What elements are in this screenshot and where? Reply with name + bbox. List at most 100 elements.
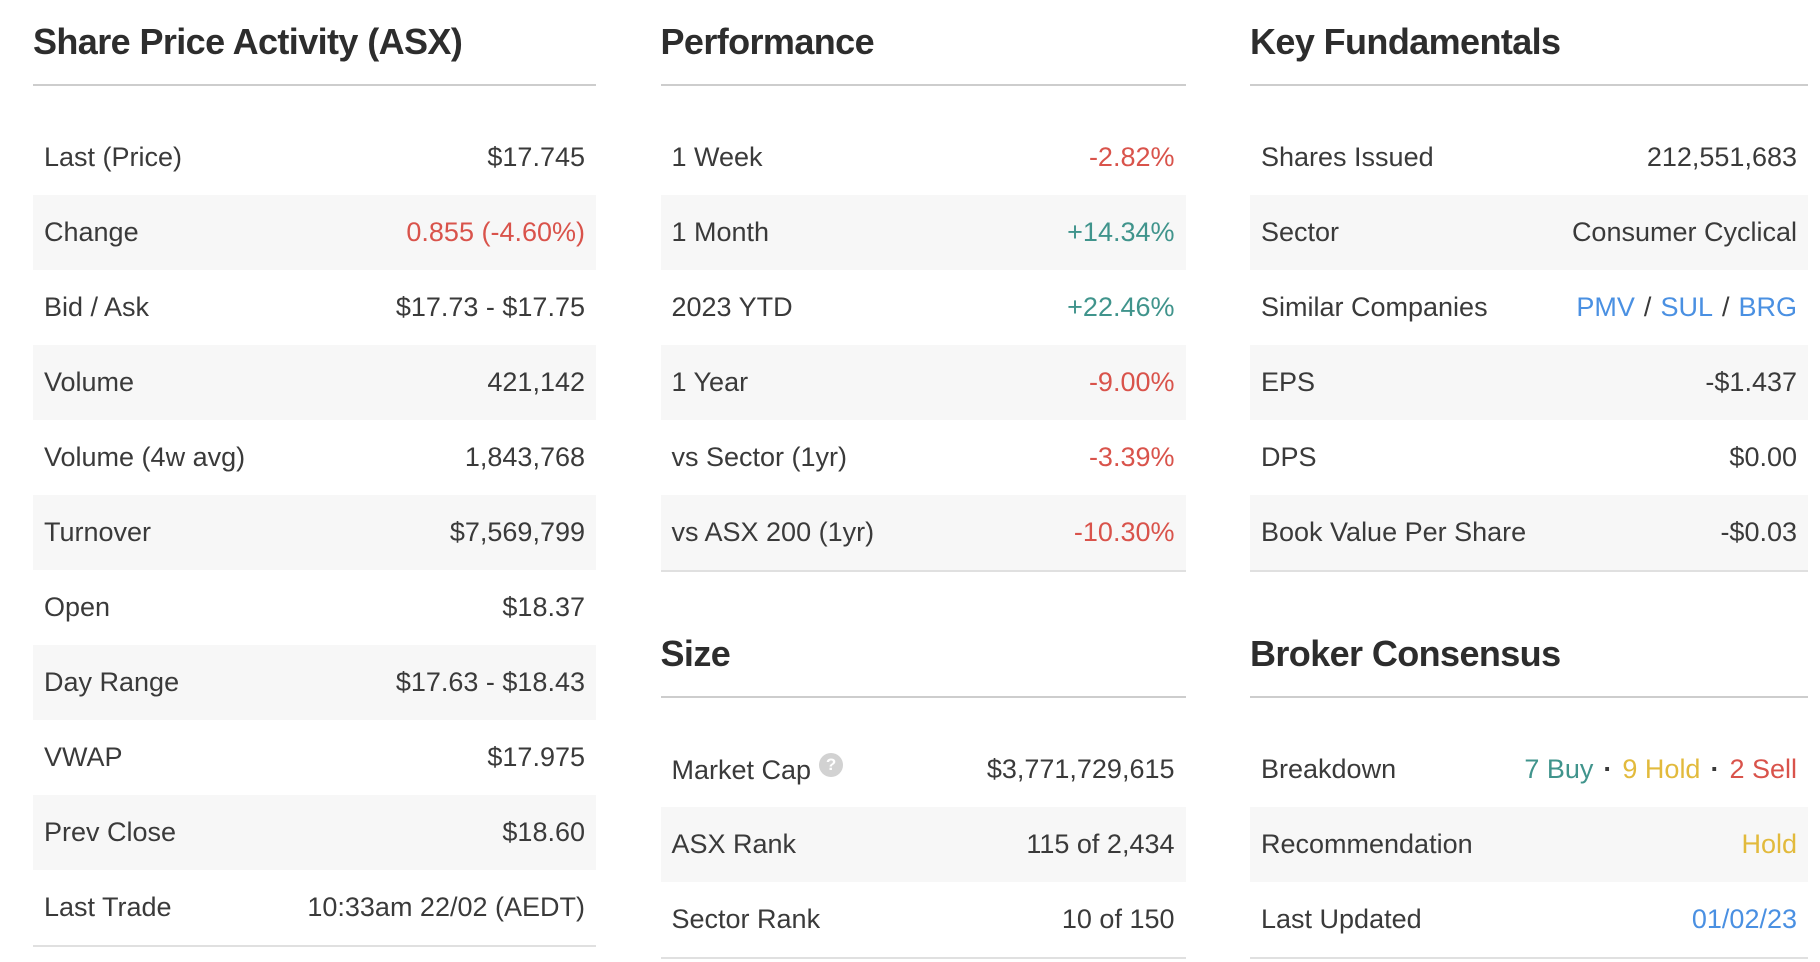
row-label: Similar Companies xyxy=(1261,292,1488,322)
divider xyxy=(660,696,1186,698)
row-label: Sector Rank xyxy=(671,904,821,934)
size-table: Market Cap? $3,771,729,615 ASX Rank 115 … xyxy=(660,732,1186,959)
table-row: Bid / Ask $17.73 - $17.75 xyxy=(33,270,596,345)
table-row: 1 Month +14.34% xyxy=(660,195,1186,270)
help-icon[interactable]: ? xyxy=(819,753,844,777)
row-label: Open xyxy=(44,592,111,622)
share-price-activity-table: Last (Price) $17.745 Change 0.855 (-4.60… xyxy=(33,120,596,947)
key-fundamentals-table: Shares Issued 212,551,683 Sector Consume… xyxy=(1250,120,1808,572)
row-label: Last Updated xyxy=(1261,904,1422,934)
table-row: EPS -$1.437 xyxy=(1250,345,1808,420)
similar-companies-value: PMV / SUL / BRG xyxy=(1576,292,1797,323)
share-price-activity-title: Share Price Activity (ASX) xyxy=(33,21,463,62)
table-row: Prev Close $18.60 xyxy=(33,795,596,870)
table-row: Last Trade 10:33am 22/02 (AEDT) xyxy=(33,870,596,945)
breakdown-sell: 2 Sell xyxy=(1729,754,1797,784)
table-row: ASX Rank 115 of 2,434 xyxy=(660,807,1186,882)
row-value: -2.82% xyxy=(1088,142,1175,172)
divider xyxy=(1250,84,1808,86)
performance-table: 1 Week -2.82% 1 Month +14.34% 2023 YTD +… xyxy=(660,120,1186,572)
row-value: 212,551,683 xyxy=(1646,142,1797,172)
row-label: Recommendation xyxy=(1261,829,1473,859)
table-row: 1 Week -2.82% xyxy=(661,120,1186,195)
row-value: $18.60 xyxy=(502,817,585,847)
table-row: VWAP $17.975 xyxy=(33,720,596,795)
row-label: Last Trade xyxy=(44,892,172,922)
row-label: Market Cap? xyxy=(672,753,844,786)
similar-company-link-brg[interactable]: BRG xyxy=(1738,292,1797,322)
share-price-activity-section: Share Price Activity (ASX) Last (Price) … xyxy=(33,0,596,962)
change-value: 0.855 (-4.60%) xyxy=(406,217,585,247)
table-row: Similar Companies PMV / SUL / BRG xyxy=(1250,270,1808,345)
similar-company-link-pmv[interactable]: PMV xyxy=(1576,292,1635,322)
row-label: VWAP xyxy=(44,742,123,772)
row-value: 115 of 2,434 xyxy=(1026,829,1175,859)
breakdown-hold: 9 Hold xyxy=(1622,754,1701,784)
row-value: $17.745 xyxy=(487,142,585,172)
row-value: 1,843,768 xyxy=(464,442,585,472)
row-value: -3.39% xyxy=(1088,442,1175,472)
row-label: DPS xyxy=(1261,442,1317,472)
broker-consensus-table: Breakdown 7 Buy · 9 Hold · 2 Sell Recommenda… xyxy=(1250,732,1808,959)
table-row: Volume 421,142 xyxy=(33,345,596,420)
market-cap-label: Market Cap xyxy=(671,755,812,785)
table-row: Day Range $17.63 - $18.43 xyxy=(33,645,596,720)
table-row: Breakdown 7 Buy · 9 Hold · 2 Sell xyxy=(1250,732,1808,807)
similar-company-link-sul[interactable]: SUL xyxy=(1660,292,1713,322)
row-label: Bid / Ask xyxy=(44,292,150,322)
row-label: Book Value Per Share xyxy=(1261,517,1527,547)
row-value: -$1.437 xyxy=(1705,367,1797,397)
row-label: Breakdown xyxy=(1261,754,1397,784)
row-value: $3,771,729,615 xyxy=(986,754,1175,784)
table-row: vs Sector (1yr) -3.39% xyxy=(661,420,1186,495)
row-value: 10 of 150 xyxy=(1061,904,1175,934)
ticker-separator: / xyxy=(1721,292,1730,322)
row-value: $18.37 xyxy=(502,592,585,622)
last-updated-link[interactable]: 01/02/23 xyxy=(1691,904,1797,934)
ticker-separator: / xyxy=(1643,292,1652,322)
table-row: 2023 YTD +22.46% xyxy=(661,270,1186,345)
row-value: $0.00 xyxy=(1729,442,1797,472)
row-label: vs ASX 200 (1yr) xyxy=(671,517,875,547)
recommendation-value: Hold xyxy=(1741,829,1797,859)
performance-title: Performance xyxy=(660,21,875,62)
row-label: 1 Year xyxy=(671,367,749,397)
table-row: Sector Consumer Cyclical xyxy=(1250,195,1808,270)
row-value: 421,142 xyxy=(487,367,585,397)
row-value: $17.63 - $18.43 xyxy=(395,667,585,697)
row-label: Sector xyxy=(1261,217,1340,247)
row-label: vs Sector (1yr) xyxy=(671,442,848,472)
row-label: Prev Close xyxy=(44,817,177,847)
table-row: Last (Price) $17.745 xyxy=(33,120,596,195)
key-fundamentals-title: Key Fundamentals xyxy=(1250,21,1561,62)
row-label: Volume (4w avg) xyxy=(44,442,246,472)
row-label: Change xyxy=(44,217,139,247)
fundamentals-and-consensus-section: Key Fundamentals Shares Issued 212,551,6… xyxy=(1250,0,1808,962)
table-row: Turnover $7,569,799 xyxy=(33,495,596,570)
table-row: Sector Rank 10 of 150 xyxy=(661,882,1186,957)
size-title: Size xyxy=(660,633,731,674)
row-value: -9.00% xyxy=(1088,367,1175,397)
table-row: Volume (4w avg) 1,843,768 xyxy=(33,420,596,495)
table-row: Shares Issued 212,551,683 xyxy=(1250,120,1808,195)
row-value: Consumer Cyclical xyxy=(1571,217,1797,247)
row-label: 2023 YTD xyxy=(671,292,793,322)
row-label: ASX Rank xyxy=(671,829,797,859)
breakdown-buy: 7 Buy xyxy=(1524,754,1594,784)
row-value: +22.46% xyxy=(1067,292,1175,322)
table-row: 1 Year -9.00% xyxy=(660,345,1186,420)
performance-and-size-section: Performance 1 Week -2.82% 1 Month +14.34… xyxy=(660,0,1186,962)
row-value: +14.34% xyxy=(1067,217,1175,247)
divider xyxy=(660,84,1186,86)
divider xyxy=(1250,696,1808,698)
breakdown-separator: · xyxy=(1603,754,1613,784)
row-label: Day Range xyxy=(44,667,180,697)
row-label: EPS xyxy=(1261,367,1316,397)
row-value: $17.975 xyxy=(487,742,585,772)
row-value: -$0.03 xyxy=(1720,517,1797,547)
table-row: Change 0.855 (-4.60%) xyxy=(33,195,596,270)
row-label: Turnover xyxy=(44,517,152,547)
table-row: Book Value Per Share -$0.03 xyxy=(1250,495,1808,570)
row-label: Volume xyxy=(44,367,135,397)
